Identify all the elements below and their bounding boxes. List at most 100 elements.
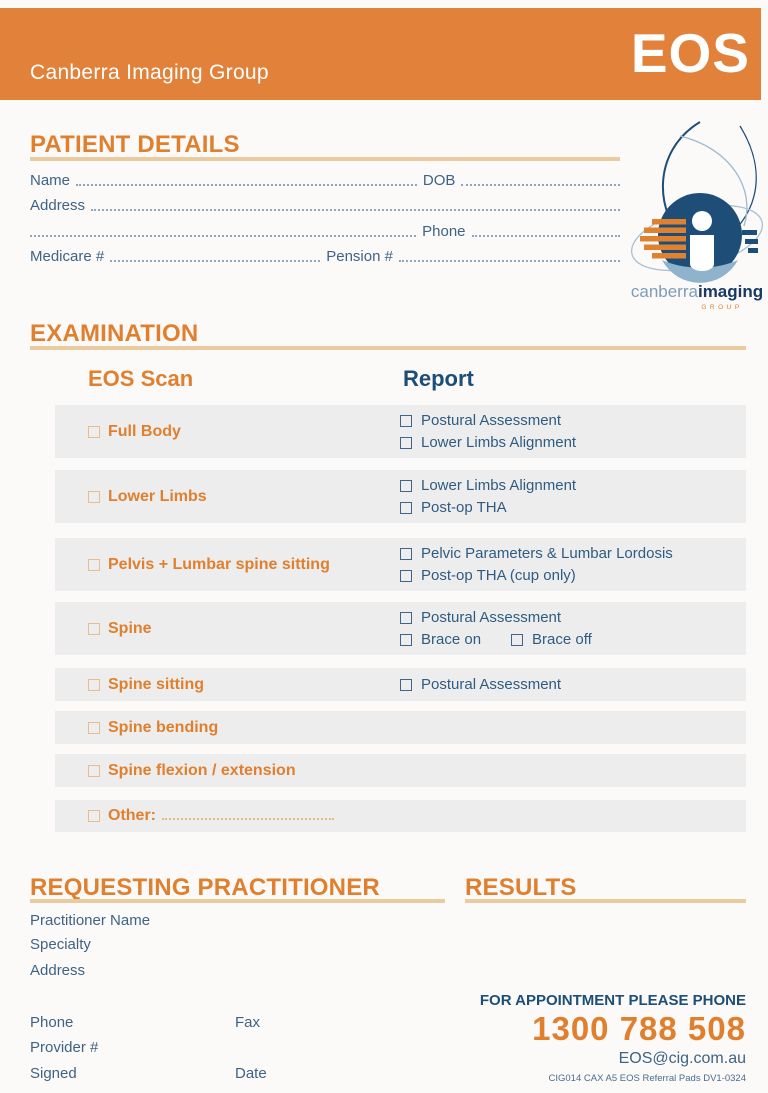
report-option-label: Pelvic Parameters & Lumbar Lordosis (421, 545, 673, 562)
results-title: RESULTS (465, 874, 577, 901)
scan-cell: Lower Limbs (55, 470, 400, 523)
report-cell (400, 800, 746, 832)
exam-row-lower-limbs: Lower Limbs Lower Limbs Alignment Post-o… (55, 470, 746, 523)
report-option: Post-op THA (400, 499, 746, 516)
report-option-label: Postural Assessment (421, 609, 562, 626)
report-option-label: Postural Assessment (421, 412, 562, 429)
report-cell: Postural Assessment Brace on Brace off (400, 602, 746, 655)
checkbox-icon[interactable] (400, 414, 412, 427)
patient-address-line: Address (30, 196, 620, 214)
form-code: CIG014 CAX A5 EOS Referral Pads DV1-0324 (548, 1073, 747, 1084)
report-option: Pelvic Parameters & Lumbar Lordosis (400, 545, 746, 562)
practitioner-provider-label: Provider # (30, 1039, 99, 1056)
checkbox-icon[interactable] (400, 611, 412, 624)
scan-cell: Spine flexion / extension (55, 754, 400, 787)
checkbox-icon[interactable] (88, 678, 100, 691)
patient-phone-field[interactable] (471, 234, 620, 237)
exam-row-other: Other: (55, 800, 746, 832)
requesting-practitioner-rule (30, 899, 445, 903)
practitioner-name-label: Practitioner Name (30, 912, 151, 929)
company-name: Canberra Imaging Group (30, 61, 269, 84)
svg-text:canberraimaging: canberraimaging (631, 282, 763, 301)
canberra-imaging-logo: canberraimaging GROUP (622, 120, 768, 320)
report-option: Postural Assessment (400, 412, 746, 429)
appointment-label: FOR APPOINTMENT PLEASE PHONE (479, 992, 746, 1009)
checkbox-icon[interactable] (511, 633, 524, 646)
report-cell: Pelvic Parameters & Lumbar Lordosis Post… (400, 538, 746, 591)
report-option-label: Post-op THA (cup only) (421, 567, 576, 584)
practitioner-fax-label: Fax (235, 1014, 261, 1031)
checkbox-icon[interactable] (400, 547, 412, 560)
patient-dob-label: DOB (422, 172, 456, 189)
report-cell (400, 754, 746, 787)
patient-name-field[interactable] (76, 183, 417, 186)
report-option-label: Lower Limbs Alignment (421, 434, 577, 451)
checkbox-icon[interactable] (400, 501, 412, 514)
report-cell (400, 711, 746, 744)
scan-cell: Full Body (55, 405, 400, 458)
logo-graphic: canberraimaging GROUP (631, 121, 763, 311)
exam-row-full-body: Full Body Postural Assessment Lower Limb… (55, 405, 746, 458)
practitioner-date-label: Date (235, 1065, 267, 1082)
scan-label: Spine (108, 619, 152, 637)
report-cell: Postural Assessment Lower Limbs Alignmen… (400, 405, 746, 458)
patient-address2-field[interactable] (30, 234, 417, 237)
report-option: Post-op THA (cup only) (400, 567, 746, 584)
practitioner-specialty-label: Specialty (30, 936, 91, 953)
results-rule (465, 899, 746, 903)
report-cell: Lower Limbs Alignment Post-op THA (400, 470, 746, 523)
requesting-practitioner-title: REQUESTING PRACTITIONER (30, 874, 380, 901)
patient-dob-field[interactable] (461, 183, 620, 186)
patient-details-title: PATIENT DETAILS (30, 131, 240, 158)
checkbox-icon[interactable] (88, 558, 100, 571)
checkbox-icon[interactable] (88, 721, 100, 734)
patient-pension-field[interactable] (398, 259, 620, 262)
checkbox-icon[interactable] (400, 633, 412, 646)
exam-row-spine-bending: Spine bending (55, 711, 746, 744)
patient-address2-line: Phone (30, 222, 620, 240)
scan-cell: Spine sitting (55, 668, 400, 701)
scan-label: Spine flexion / extension (108, 761, 296, 779)
patient-address-field[interactable] (91, 208, 620, 211)
patient-medicare-field[interactable] (110, 259, 321, 262)
scan-label: Other: (108, 807, 156, 824)
patient-medicare-line: Medicare # Pension # (30, 247, 620, 265)
patient-details-rule (30, 157, 620, 161)
report-option: Postural Assessment (400, 609, 746, 626)
report-option: Postural Assessment (400, 676, 746, 693)
exam-row-spine: Spine Postural Assessment Brace on Brace… (55, 602, 746, 655)
patient-pension-label: Pension # (326, 248, 393, 265)
patient-name-label: Name (30, 172, 71, 189)
logo-word-canberra: canberra (631, 282, 699, 301)
checkbox-icon[interactable] (88, 490, 100, 503)
checkbox-icon[interactable] (400, 678, 412, 691)
contact-email: EOS@cig.com.au (618, 1050, 746, 1067)
checkbox-icon[interactable] (88, 810, 100, 822)
scan-cell: Spine bending (55, 711, 400, 744)
practitioner-signed-label: Signed (30, 1065, 77, 1082)
examination-table: Full Body Postural Assessment Lower Limb… (55, 405, 746, 832)
report-option-label: Post-op THA (421, 499, 507, 516)
exam-row-spine-flexion-extension: Spine flexion / extension (55, 754, 746, 787)
checkbox-icon[interactable] (400, 479, 412, 492)
appointment-phone-number: 1300 788 508 (532, 1010, 746, 1047)
checkbox-icon[interactable] (400, 569, 412, 582)
exam-row-pelvis-lumbar: Pelvis + Lumbar spine sitting Pelvic Par… (55, 538, 746, 591)
logo-word-group: GROUP (701, 304, 742, 311)
examination-title: EXAMINATION (30, 320, 199, 347)
scan-cell: Other: (55, 800, 400, 832)
scan-cell: Pelvis + Lumbar spine sitting (55, 538, 400, 591)
checkbox-icon[interactable] (88, 622, 100, 635)
other-field[interactable] (162, 817, 334, 820)
patient-name-line: Name DOB (30, 171, 620, 189)
report-option-label: Brace off (532, 631, 592, 648)
checkbox-icon[interactable] (400, 436, 412, 449)
report-option-label: Brace on (421, 631, 482, 648)
examination-rule (30, 346, 746, 350)
checkbox-icon[interactable] (88, 764, 100, 777)
checkbox-icon[interactable] (88, 425, 100, 438)
practitioner-address-label: Address (30, 962, 86, 979)
patient-medicare-label: Medicare # (30, 248, 105, 265)
report-column-header: Report (403, 366, 474, 391)
